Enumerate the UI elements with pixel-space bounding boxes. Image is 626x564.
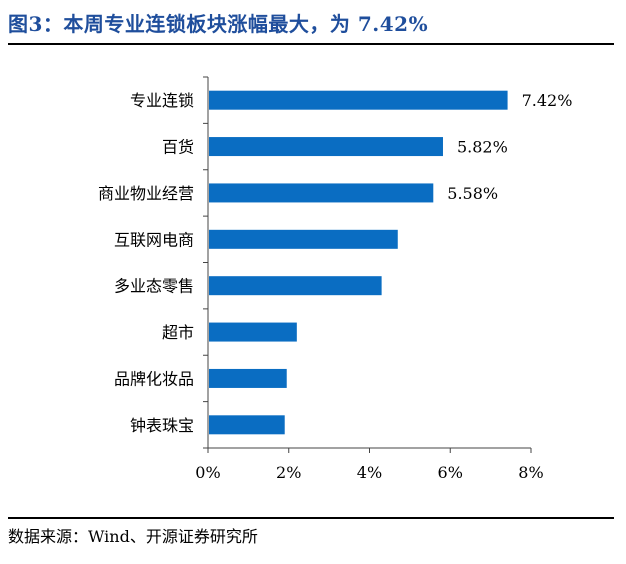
x-tick-label: 8% xyxy=(518,463,543,482)
category-label: 商业物业经营 xyxy=(98,184,194,203)
category-label: 专业连锁 xyxy=(130,91,194,110)
data-label: 5.82% xyxy=(457,138,508,157)
bar-6 xyxy=(209,368,287,388)
chart-title: 图3：本周专业连锁板块涨幅最大，为 7.42% xyxy=(8,12,429,36)
bar-1 xyxy=(209,137,443,157)
category-label: 多业态零售 xyxy=(114,277,194,296)
x-tick-label: 2% xyxy=(276,463,301,482)
data-label: 5.58% xyxy=(447,184,498,203)
axes: 0% 2% 4% 6% 8% xyxy=(195,76,544,482)
data-label: 7.42% xyxy=(522,91,573,110)
category-label: 互联网电商 xyxy=(114,230,194,249)
category-label: 钟表珠宝 xyxy=(130,416,194,435)
x-tick-label: 6% xyxy=(438,463,463,482)
category-label: 品牌化妆品 xyxy=(114,369,194,388)
bar-7 xyxy=(209,415,285,435)
category-label: 超市 xyxy=(162,323,194,342)
footer-divider xyxy=(8,517,614,519)
bar-4 xyxy=(209,276,382,296)
x-tick-label: 0% xyxy=(195,463,220,482)
category-label: 百货 xyxy=(162,138,194,157)
bar-3 xyxy=(209,229,398,249)
bar-5 xyxy=(209,322,297,342)
x-tick-label: 4% xyxy=(357,463,382,482)
data-labels: 7.42% 5.82% 5.58% xyxy=(447,91,572,203)
title-divider xyxy=(8,43,614,45)
source-note: 数据来源：Wind、开源证券研究所 xyxy=(8,527,258,546)
bar-2 xyxy=(209,183,434,203)
bars-layer xyxy=(209,90,508,435)
bar-0 xyxy=(209,90,508,110)
